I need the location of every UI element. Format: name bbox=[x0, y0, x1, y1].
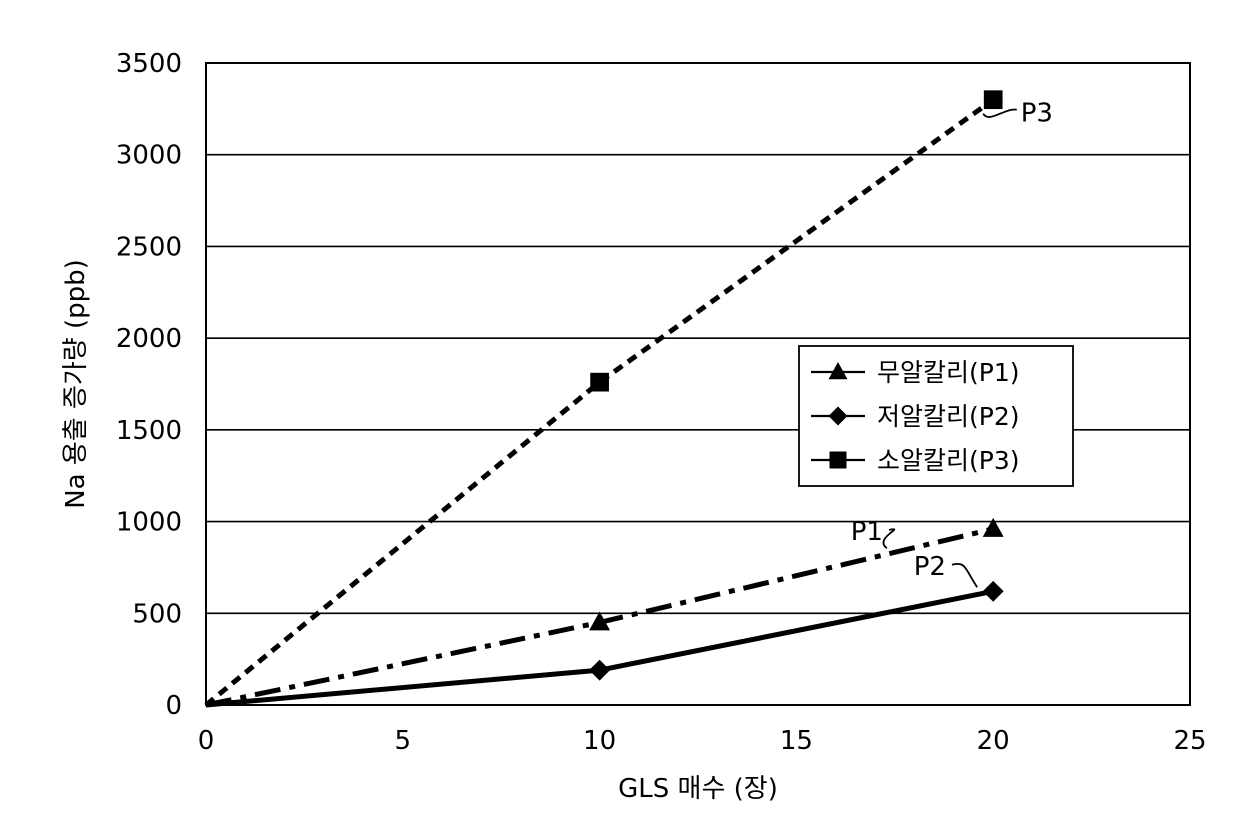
x-tick-label: 25 bbox=[1173, 726, 1206, 756]
data-point bbox=[983, 90, 1003, 110]
annotation-label: P3 bbox=[1021, 99, 1053, 129]
annotation-label: P1 bbox=[851, 517, 883, 547]
annotation-leader bbox=[951, 562, 978, 588]
legend-marker-square-icon bbox=[829, 451, 847, 469]
x-tick-label: 0 bbox=[198, 726, 215, 756]
annotation-label: P2 bbox=[914, 552, 946, 582]
legend-label: 저알칼리(P2) bbox=[877, 402, 1020, 431]
data-point bbox=[589, 611, 611, 631]
legend-marker-diamond-icon bbox=[828, 406, 848, 426]
x-tick-label: 5 bbox=[395, 726, 412, 756]
legend: 무알칼리(P1) 저알칼리(P2) 소알칼리(P3) bbox=[798, 345, 1074, 487]
x-tick-label: 20 bbox=[977, 726, 1010, 756]
y-tick-label: 0 bbox=[165, 691, 182, 721]
legend-entry: 저알칼리(P2) bbox=[811, 402, 1020, 431]
series-triangle bbox=[205, 517, 1004, 708]
y-tick-label: 2000 bbox=[116, 324, 182, 354]
y-axis-label: Na 용출 증가량 (ppb) bbox=[61, 259, 91, 509]
data-point bbox=[590, 372, 609, 392]
y-tick-label: 1500 bbox=[116, 416, 182, 446]
data-point bbox=[982, 580, 1004, 602]
plot-area bbox=[205, 62, 1191, 706]
legend-entry: 소알칼리(P3) bbox=[811, 446, 1020, 475]
x-axis-label: GLS 매수 (장) bbox=[618, 774, 778, 804]
y-tick-label: 3000 bbox=[116, 141, 182, 171]
legend-marker-triangle-icon bbox=[828, 362, 848, 380]
y-tick-label: 500 bbox=[132, 599, 182, 629]
grid bbox=[206, 153, 1190, 615]
y-tick-label: 1000 bbox=[116, 508, 182, 538]
series-square bbox=[204, 90, 1003, 707]
series-line bbox=[205, 588, 994, 708]
y-tick-label: 3500 bbox=[116, 49, 182, 79]
y-tick-label: 2500 bbox=[116, 232, 182, 262]
data-point bbox=[982, 517, 1004, 537]
annotation-leader bbox=[882, 528, 896, 549]
data-point bbox=[589, 659, 611, 681]
legend-entry: 무알칼리(P1) bbox=[811, 358, 1020, 387]
legend-label: 무알칼리(P1) bbox=[877, 358, 1020, 387]
series-diamond bbox=[205, 580, 1004, 708]
tick-labels: 0 500 1000 1500 2000 2500 3000 3500 0 5 10 15 20 25 bbox=[116, 49, 1207, 756]
annotation-leader bbox=[982, 108, 1017, 118]
annotations: P1 P2 P3 bbox=[851, 99, 1053, 588]
x-tick-label: 10 bbox=[583, 726, 616, 756]
series-layer bbox=[204, 90, 1004, 708]
legend-label: 소알칼리(P3) bbox=[877, 446, 1020, 475]
x-tick-label: 15 bbox=[780, 726, 813, 756]
